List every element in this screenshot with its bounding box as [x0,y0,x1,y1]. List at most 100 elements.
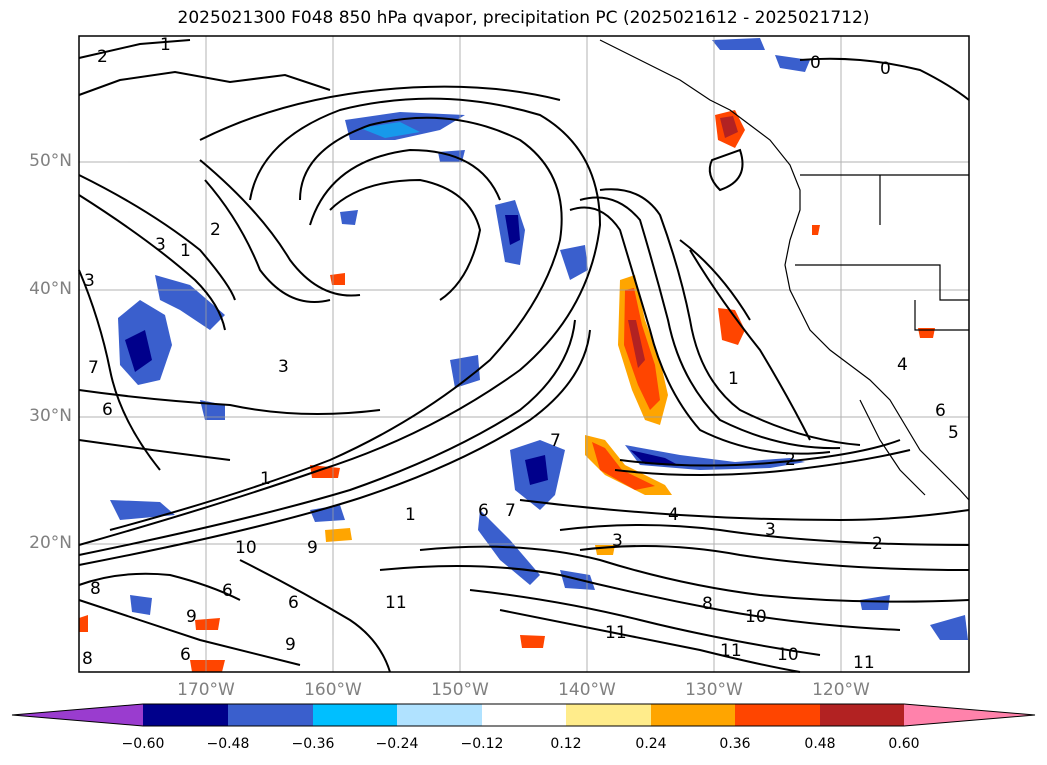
red-patch [585,435,672,495]
red-patch [325,528,352,542]
contour-line [579,545,970,571]
colorbar-tick: 0.48 [804,736,836,752]
contour-label: 0 [880,59,891,79]
contour-line [614,449,911,476]
contour-label: 4 [668,505,679,525]
blue-patch [525,455,548,485]
contour-label: 8 [702,594,713,614]
map-title: 2025021300 F048 850 hPa qvapor, precipit… [177,8,870,28]
red-patch [520,635,545,648]
contour-line [329,178,482,301]
contour-label: 11 [385,593,407,613]
contour-label: 2 [210,220,221,240]
contour-label: 6 [222,581,233,601]
contour-label: 1 [405,505,416,525]
contour-line [309,148,501,226]
contour-label: 6 [935,401,946,421]
contour-line [199,159,361,297]
lat-label-30n: 30°N [29,406,72,426]
blue-patch [110,500,175,520]
coastline-path [599,39,970,501]
contour-line [78,599,301,666]
blue-patch [930,615,968,640]
contour-line [519,499,970,522]
contour-line [204,179,331,303]
map-plot: 1 2 0 0 2 3 1 3 7 6 1 3 10 9 6 6 9 8 6 9… [78,35,970,673]
contour-line [78,329,591,566]
red-patch [812,225,820,235]
red-patch [592,442,655,490]
contour-line [419,545,970,603]
contour-label: 1 [160,35,171,55]
contour-line [78,389,381,415]
contour-label: 2 [97,47,108,67]
contour-line [78,319,576,556]
contour-label: 9 [285,635,296,655]
colorbar-swatch [313,704,397,726]
contour-line [469,589,821,656]
blue-patch [130,595,152,615]
colorbar-swatch [482,704,566,726]
contour-label: 1 [728,369,739,389]
colorbar-tick: 0.36 [719,736,751,752]
contour-label: 6 [180,645,191,665]
colorbar-swatch [735,704,820,726]
contour-line [679,239,751,321]
coastline [599,39,970,501]
red-patch [628,320,645,368]
lon-label-150w: 150°W [431,680,489,700]
lon-label-140w: 140°W [558,680,616,700]
contour-line [799,57,970,101]
colorbar-swatch [820,704,904,726]
blue-patch [505,215,520,245]
coastline-path [914,300,969,331]
colorbar-tick: −0.48 [206,736,250,752]
colorbar-tick: 0.60 [888,736,920,752]
contour-line [499,609,801,673]
colorbar-swatch [904,704,1035,726]
blue-patch [860,595,890,610]
red-patch [190,660,225,672]
blue-patch [560,245,588,280]
contour-line [569,206,831,455]
contour-line [78,70,331,96]
contour-label: 0 [810,53,821,73]
blue-patch [310,505,345,522]
lat-label-50n: 50°N [29,151,72,171]
contour-label: 11 [720,641,742,661]
contour-line [619,439,901,467]
contour-label: 11 [605,623,627,643]
colorbar-swatch [566,704,651,726]
lon-label-130w: 130°W [685,680,743,700]
contour-label: 8 [90,579,101,599]
coastline-path [795,264,969,301]
contour-label: 10 [777,645,799,665]
contour-label: 10 [235,538,257,558]
colorbar-tick: −0.60 [121,736,165,752]
contour-label: 10 [745,607,767,627]
colorbar-tick: −0.24 [375,736,419,752]
blue-patch [155,275,225,330]
contour-label: 3 [765,520,776,540]
contour-label: 6 [288,593,299,613]
colorbar-swatch [143,704,228,726]
contour-label: 11 [853,653,875,673]
contour-line [599,188,861,446]
red-patch [718,308,745,345]
contour-label: 1 [260,469,271,489]
contour-label: 7 [505,501,516,521]
colorbar-outline [11,703,1036,727]
colorbar-tick: −0.12 [460,736,504,752]
contour-line [199,85,561,141]
contour-line [559,524,970,546]
colorbar-swatch [397,704,482,726]
blue-patch [340,210,358,225]
colorbar-tick: 0.12 [550,736,582,752]
contour-line [109,116,563,531]
contour-label: 6 [478,501,489,521]
contour-line [239,559,391,673]
colorbar-tick: 0.24 [635,736,667,752]
contour-line [579,196,841,450]
contour-label: 2 [872,534,883,554]
contour-label: 5 [948,423,959,443]
